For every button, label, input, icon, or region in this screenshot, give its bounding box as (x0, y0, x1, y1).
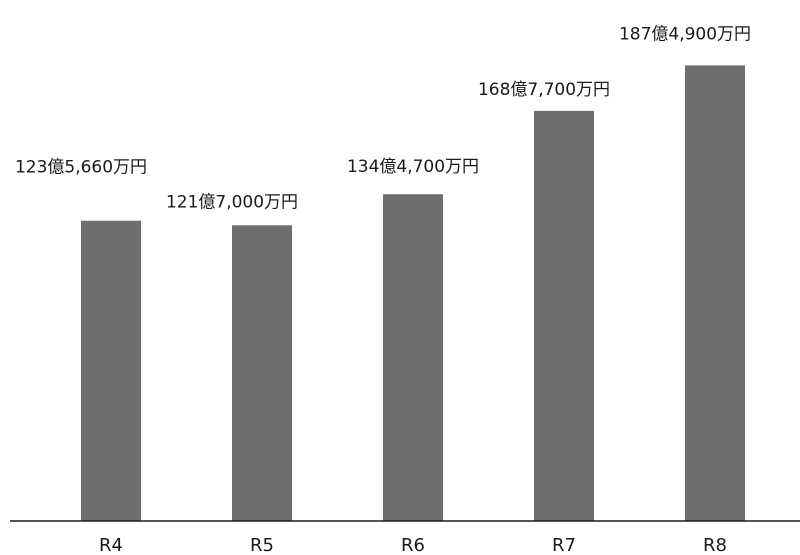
data-label-r5: 121億7,000万円 (166, 192, 298, 212)
x-tick-label-r8: R8 (703, 535, 727, 555)
data-label-r7: 168億7,700万円 (478, 80, 610, 100)
data-label-r4: 123億5,660万円 (15, 158, 147, 178)
bar-r7 (534, 110, 594, 521)
bars-group (81, 65, 745, 522)
bar-r4 (81, 220, 141, 521)
x-tick-label-r7: R7 (552, 535, 576, 555)
x-tick-label-r5: R5 (250, 535, 274, 555)
bar-r8 (685, 65, 745, 522)
bar-r5 (232, 225, 292, 522)
data-labels-group: 123億5,660万円 121億7,000万円 134億4,700万円 168億7,7… (15, 24, 751, 212)
x-tick-label-r6: R6 (401, 535, 425, 555)
x-tick-label-r4: R4 (99, 535, 123, 555)
bar-r6 (383, 194, 443, 521)
data-label-r6: 134億4,700万円 (347, 157, 479, 177)
x-tick-labels-group: R4 R5 R6 R7 R8 (99, 535, 727, 555)
data-label-r8: 187億4,900万円 (619, 24, 751, 44)
